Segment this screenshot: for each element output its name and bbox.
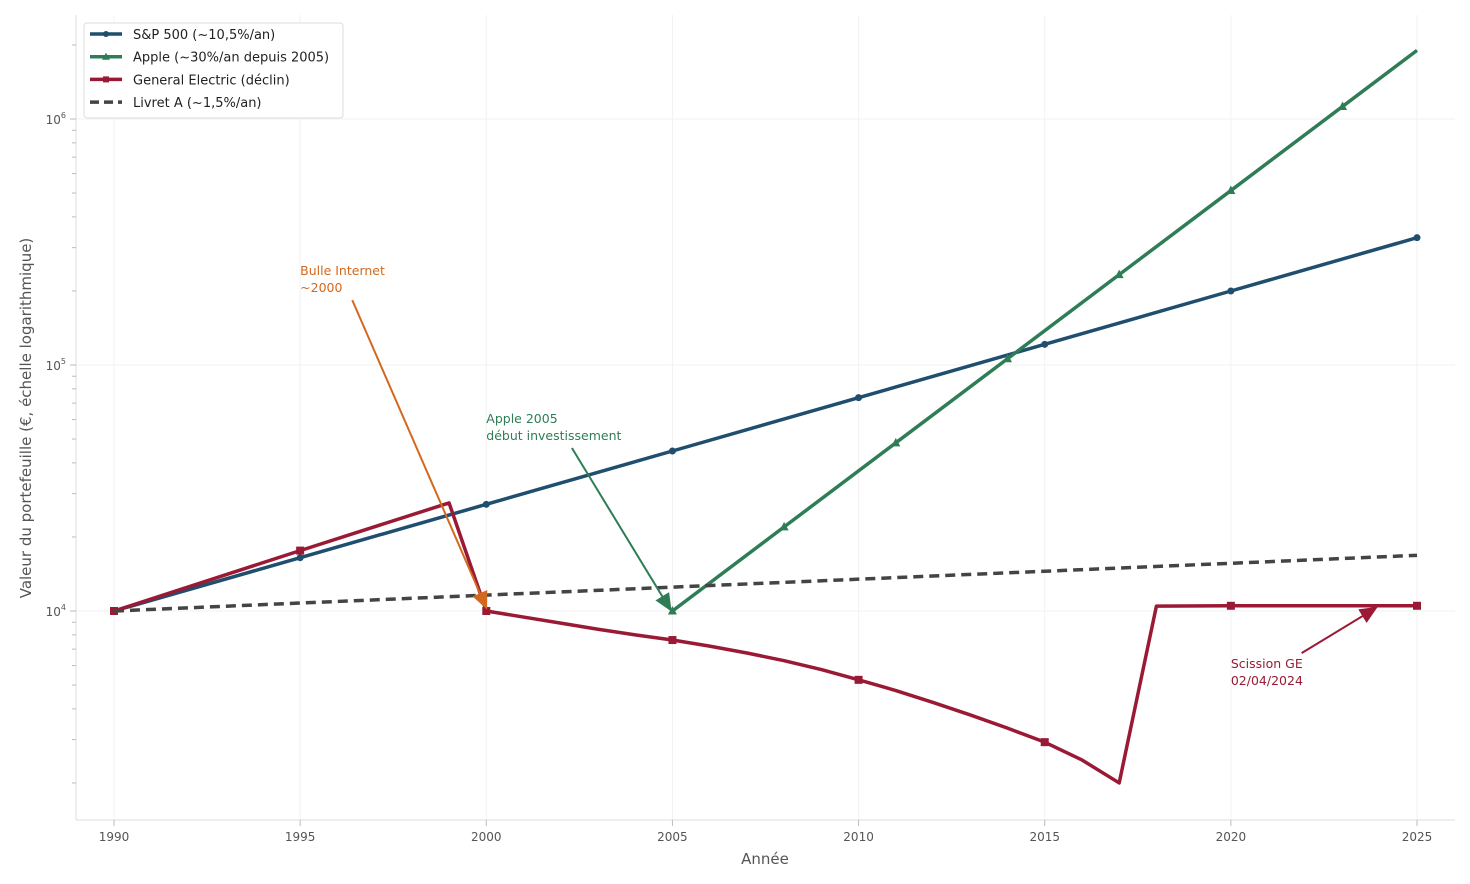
legend-marker bbox=[103, 31, 109, 37]
x-tick-label: 2010 bbox=[843, 830, 874, 844]
series bbox=[110, 49, 1422, 785]
grid bbox=[76, 15, 1455, 820]
legend-marker bbox=[102, 52, 110, 60]
data-point bbox=[667, 606, 677, 615]
legend-label: S&P 500 (~10,5%/an) bbox=[133, 28, 275, 43]
y-axis-label: Valeur du portefeuille (€, échelle logar… bbox=[17, 238, 35, 599]
data-point bbox=[1338, 101, 1348, 110]
annotation-text: début investissement bbox=[486, 428, 621, 443]
axes: Année Valeur du portefeuille (€, échelle… bbox=[17, 15, 1455, 868]
annotation-text: Bulle Internet bbox=[300, 263, 385, 278]
annotation-text: 02/04/2024 bbox=[1231, 673, 1303, 688]
data-point bbox=[668, 636, 677, 645]
legend-box bbox=[83, 22, 344, 119]
x-tick-label: 2015 bbox=[1029, 830, 1060, 844]
data-point bbox=[779, 521, 789, 531]
annotation-text: Scission GE bbox=[1231, 656, 1303, 671]
data-point bbox=[668, 447, 676, 455]
data-point bbox=[1114, 269, 1124, 279]
series-line-2 bbox=[113, 501, 1418, 785]
data-point bbox=[482, 607, 491, 615]
annotation-arrow bbox=[571, 447, 672, 612]
x-tick-label: 1990 bbox=[99, 830, 130, 844]
data-point bbox=[1041, 340, 1049, 348]
data-point bbox=[1040, 738, 1049, 747]
x-tick-label: 2020 bbox=[1216, 830, 1247, 844]
data-point bbox=[891, 437, 901, 447]
data-point bbox=[855, 394, 863, 402]
data-point bbox=[296, 546, 305, 555]
annotation-text: ~2000 bbox=[300, 280, 342, 295]
data-point bbox=[1226, 601, 1235, 610]
annotation-arrow bbox=[1301, 606, 1378, 655]
x-tick-label: 2005 bbox=[657, 830, 688, 844]
data-point bbox=[1227, 287, 1235, 295]
legend-label: Apple (~30%/an depuis 2005) bbox=[133, 51, 329, 66]
data-point bbox=[1002, 353, 1012, 363]
y-tick-label: 106 bbox=[46, 111, 66, 127]
annotation-text: Apple 2005 bbox=[486, 411, 557, 426]
annotation-arrow bbox=[351, 299, 488, 610]
x-tick-label: 2025 bbox=[1402, 830, 1433, 844]
ticks: 1990 1995 2000 2005 2010 2015 2020 2025 104 105 10… bbox=[46, 44, 1433, 844]
annotations: Bulle Internet ~2000 Apple 2005 début inves… bbox=[300, 263, 1378, 688]
legend-marker bbox=[103, 76, 109, 83]
y-tick-label: 105 bbox=[46, 357, 66, 373]
legend-label: Livret A (~1,5%/an) bbox=[133, 96, 262, 111]
x-tick-label: 2000 bbox=[471, 830, 502, 844]
series-line-0 bbox=[113, 235, 1418, 613]
legend: S&P 500 (~10,5%/an) Apple (~30%/an depuis… bbox=[83, 22, 344, 119]
data-point bbox=[1226, 185, 1236, 195]
legend-label: General Electric (déclin) bbox=[133, 73, 290, 88]
data-point bbox=[854, 675, 863, 684]
series-line-3 bbox=[113, 553, 1418, 613]
data-point bbox=[296, 554, 304, 562]
x-axis-label: Année bbox=[741, 850, 789, 868]
x-tick-label: 1995 bbox=[285, 830, 316, 844]
data-point bbox=[1413, 601, 1422, 610]
y-tick-label: 104 bbox=[46, 603, 66, 619]
data-point bbox=[482, 500, 490, 508]
data-point bbox=[1413, 234, 1421, 242]
series-line-1 bbox=[671, 49, 1419, 613]
